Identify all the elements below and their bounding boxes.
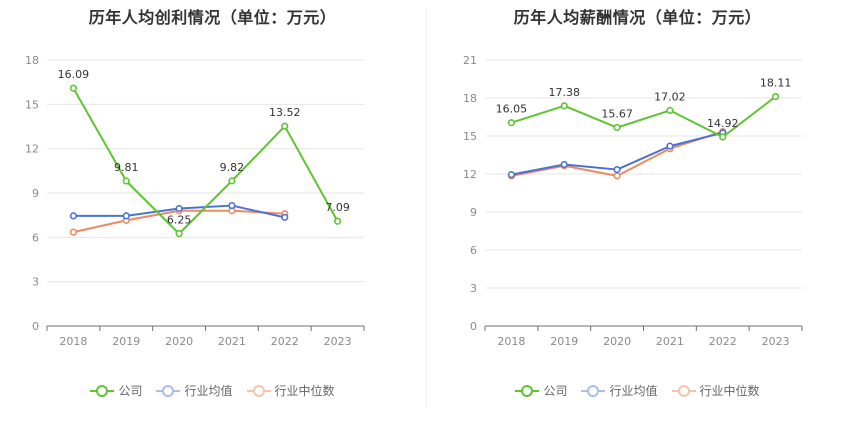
y-tick-label: 6 xyxy=(470,244,477,257)
y-tick-label: 0 xyxy=(32,320,39,333)
legend-item-industry-median[interactable]: 行业中位数 xyxy=(671,382,760,399)
x-tick-label: 2023 xyxy=(324,335,352,348)
data-label: 18.11 xyxy=(760,77,792,90)
x-tick-label: 2019 xyxy=(112,335,140,348)
y-tick-label: 21 xyxy=(463,54,477,67)
chart-title: 历年人均创利情况（单位：万元） xyxy=(88,8,337,27)
x-tick-label: 2019 xyxy=(550,335,578,348)
y-tick-label: 18 xyxy=(463,92,477,105)
data-point xyxy=(122,177,130,185)
data-point xyxy=(613,165,621,174)
legend-item-company[interactable]: 公司 xyxy=(515,382,567,399)
data-point xyxy=(333,217,342,225)
data-label: 17.02 xyxy=(654,90,686,103)
legend-marker-icon xyxy=(90,384,115,397)
data-point xyxy=(560,102,568,110)
x-tick-label: 2021 xyxy=(656,335,684,348)
legend-item-industry-median[interactable]: 行业中位数 xyxy=(246,382,335,399)
data-point xyxy=(228,177,236,185)
legend-item-industry-mean[interactable]: 行业均值 xyxy=(581,382,658,399)
y-tick-label: 12 xyxy=(463,168,477,181)
series-line-0 xyxy=(72,87,339,235)
y-tick-label: 18 xyxy=(25,54,39,67)
series-line-0 xyxy=(511,95,777,139)
y-tick-label: 9 xyxy=(470,206,477,219)
chart-panel-profit: 历年人均创利情况（单位：万元） 0 3 6 9 12 15 18 2018 2019 2020 20… xyxy=(0,8,425,399)
x-tick-label: 2018 xyxy=(497,335,525,348)
data-point xyxy=(666,142,674,150)
legend-label: 行业中位数 xyxy=(274,384,335,398)
x-tick-label: 2018 xyxy=(59,335,87,348)
y-tick-label: 3 xyxy=(32,276,39,289)
y-tick-label: 9 xyxy=(32,187,39,200)
profit-line-chart: 0 3 6 9 12 15 18 2018 2019 2020 2021 2022 2023 16.09 9… xyxy=(25,54,365,348)
legend: 公司 行业均值 行业中位数 xyxy=(425,382,850,399)
data-label: 15.67 xyxy=(601,108,633,121)
data-label: 9.82 xyxy=(220,161,245,174)
data-label: 13.52 xyxy=(269,106,301,119)
legend: 公司 行业均值 行业中位数 xyxy=(0,382,425,399)
x-tick-label: 2023 xyxy=(762,335,790,348)
chart-title: 历年人均薪酬情况（单位：万元） xyxy=(513,8,762,27)
data-label: 16.09 xyxy=(58,68,90,81)
y-tick-label: 15 xyxy=(463,130,477,143)
data-point xyxy=(122,212,130,220)
chart-panel-salary: 历年人均薪酬情况（单位：万元） 0 3 6 9 12 15 18 21 2018 2019 2020… xyxy=(425,0,850,437)
data-label: 9.81 xyxy=(114,161,139,174)
x-tick-label: 2022 xyxy=(271,335,299,348)
data-point xyxy=(613,123,621,132)
x-tick-label: 2020 xyxy=(165,335,193,348)
data-point xyxy=(771,93,780,101)
data-point xyxy=(666,106,674,115)
x-tick-label: 2020 xyxy=(603,335,631,348)
salary-line-chart: 0 3 6 9 12 15 18 21 2018 2019 2020 2021 2022 2023 16.0… xyxy=(463,54,803,348)
data-point xyxy=(507,119,516,127)
data-label: 14.92 xyxy=(707,117,739,130)
legend-label: 行业中位数 xyxy=(699,384,760,398)
legend-marker-icon xyxy=(515,384,540,397)
y-tick-label: 0 xyxy=(470,320,477,333)
x-tick-label: 2022 xyxy=(709,335,737,348)
y-tick-label: 15 xyxy=(25,98,39,111)
data-point xyxy=(613,172,621,180)
legend-marker-icon xyxy=(671,384,696,397)
data-label: 16.05 xyxy=(496,103,528,116)
y-tick-label: 12 xyxy=(25,143,39,156)
data-label: 6.25 xyxy=(167,214,192,227)
y-tick-label: 6 xyxy=(32,231,39,244)
legend-label: 行业均值 xyxy=(184,384,233,398)
legend-label: 行业均值 xyxy=(609,384,658,398)
legend-label: 公司 xyxy=(118,384,143,398)
data-point xyxy=(281,122,289,130)
y-tick-label: 3 xyxy=(470,282,477,295)
data-label: 17.38 xyxy=(549,86,581,99)
data-point xyxy=(228,201,236,210)
legend-item-company[interactable]: 公司 xyxy=(90,382,142,399)
legend-marker-icon xyxy=(246,384,271,397)
legend-marker-icon xyxy=(156,384,181,397)
x-tick-label: 2021 xyxy=(218,335,246,348)
legend-item-industry-mean[interactable]: 行业均值 xyxy=(156,382,233,399)
data-point xyxy=(560,160,568,169)
data-point xyxy=(69,228,78,236)
data-point xyxy=(719,133,727,141)
data-label: 7.09 xyxy=(325,201,350,214)
legend-label: 公司 xyxy=(543,384,568,398)
data-point xyxy=(69,212,78,220)
data-point xyxy=(69,84,78,92)
data-point xyxy=(175,204,183,213)
legend-marker-icon xyxy=(581,384,606,397)
data-point xyxy=(507,171,516,179)
panel-divider xyxy=(426,8,427,408)
data-point xyxy=(281,213,289,221)
data-point xyxy=(175,230,183,238)
